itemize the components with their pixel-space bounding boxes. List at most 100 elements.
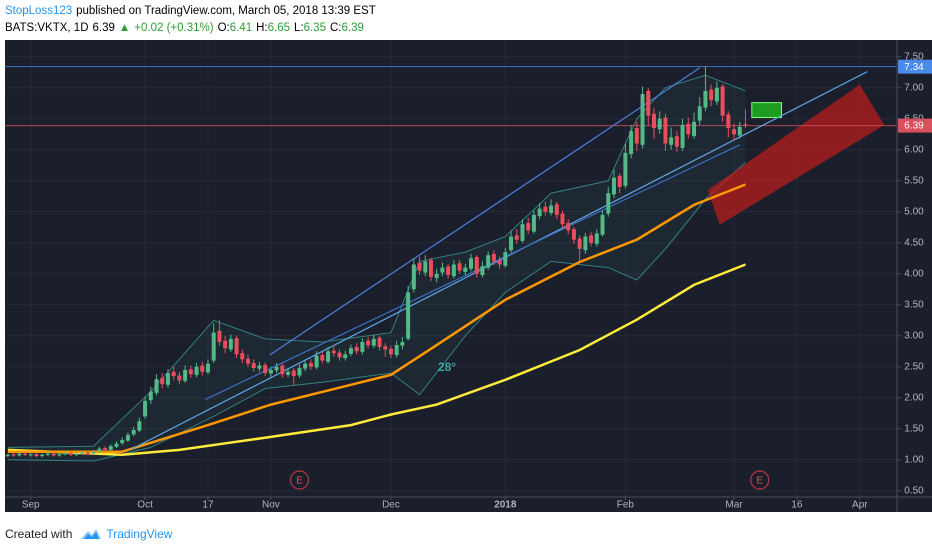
candle-body: [669, 137, 674, 145]
candle-body: [417, 262, 422, 271]
candle-body: [491, 253, 496, 262]
candle-body: [23, 453, 28, 455]
candle-body: [549, 205, 554, 214]
candle-body: [74, 453, 79, 455]
y-tick-label: 3.00: [904, 330, 924, 341]
x-tick-label: Nov: [262, 500, 280, 511]
candle-body: [57, 454, 62, 456]
candle-body: [629, 131, 634, 155]
y-tick-label: 4.00: [904, 268, 924, 279]
candle-body: [646, 90, 651, 116]
candle-body: [440, 267, 445, 273]
candle-body: [108, 446, 113, 450]
quote-item: O:: [217, 22, 230, 34]
candle-body: [160, 377, 165, 385]
footer: Created with TradingView: [5, 524, 172, 544]
candle-body: [137, 421, 142, 431]
candle-body: [240, 353, 245, 360]
event-label: E: [296, 476, 303, 487]
candle-body: [634, 128, 639, 144]
candle-body: [720, 86, 725, 116]
candle-body: [583, 236, 588, 251]
price-tag-label: 7.34: [904, 62, 924, 73]
candle-body: [360, 341, 365, 352]
candle-body: [531, 214, 536, 232]
candle-body: [697, 106, 702, 121]
band-upper: [7, 74, 746, 448]
y-tick-label: 0.50: [904, 485, 924, 496]
candle-body: [526, 222, 531, 231]
candle-body: [428, 260, 433, 277]
candle-body: [400, 341, 405, 346]
candle-body: [388, 348, 393, 355]
candle-body: [97, 448, 102, 452]
quote-item: L:: [294, 22, 304, 34]
candle-body: [732, 129, 737, 135]
candle-body: [114, 443, 119, 447]
quote-pair: C: 6.39: [330, 20, 364, 37]
candle-body: [17, 453, 22, 456]
header: StopLoss123 published on TradingView.com…: [5, 3, 376, 37]
candle-body: [737, 126, 742, 136]
candle-body: [268, 369, 273, 374]
candle-body: [503, 252, 508, 266]
candle-body: [571, 229, 576, 240]
quote-item: ▲: [118, 22, 131, 34]
x-tick-label: 17: [202, 500, 214, 511]
candle-body: [205, 363, 210, 373]
candle-body: [663, 117, 668, 144]
candle-body: [211, 332, 216, 361]
quote-item: H:: [256, 22, 268, 34]
event-label: E: [756, 476, 763, 487]
candle-body: [377, 337, 382, 347]
candle-body: [11, 454, 16, 456]
candle-body: [469, 258, 474, 269]
candle-body: [68, 452, 73, 455]
candle-body: [165, 372, 170, 385]
event-marker: [750, 470, 770, 490]
y-tick-label: 3.50: [904, 299, 924, 310]
candle-body: [537, 208, 542, 217]
trendline: [204, 144, 741, 401]
y-tick-label: 2.50: [904, 361, 924, 372]
candle-body: [154, 379, 159, 393]
x-tick-label: Sep: [22, 500, 40, 511]
candle-body: [251, 363, 256, 369]
band-fill: [7, 75, 746, 462]
candle-body: [131, 430, 136, 435]
candle-body: [423, 261, 428, 273]
axes: 0.50 1.00 1.50 2.00 2.50 3.00 3.50 4.00 4.50 5.00…: [22, 51, 932, 511]
candle-body: [246, 358, 251, 364]
candle-body: [674, 136, 679, 147]
candle-body: [589, 235, 594, 243]
y-tick-label: 4.50: [904, 237, 924, 248]
candle-body: [686, 123, 691, 135]
candle-body: [63, 452, 68, 455]
event-marker: [289, 470, 310, 490]
footer-text: Created with: [5, 527, 73, 541]
candle-body: [709, 89, 714, 101]
candle-body: [45, 453, 50, 455]
candle-body: [623, 152, 628, 186]
x-tick-label: Feb: [617, 500, 635, 511]
quote-item: C:: [329, 22, 342, 34]
candle-body: [457, 263, 462, 271]
x-tick-label: Mar: [725, 500, 743, 511]
candle-body: [411, 264, 416, 290]
x-tick-label: Oct: [137, 500, 153, 511]
quote-pair: L: 6.35: [294, 20, 326, 37]
header-line: StopLoss123 published on TradingView.com…: [5, 3, 376, 20]
quote-item: BATS:VKTX, 1D: [5, 22, 89, 34]
quote-item: 6.35: [303, 22, 326, 34]
x-tick-label: Dec: [382, 500, 400, 511]
candle-body: [509, 236, 514, 251]
annotation: 28°: [438, 360, 456, 374]
candle-body: [651, 113, 656, 129]
logo: [81, 529, 102, 539]
candle-body: [474, 257, 479, 274]
candle-body: [148, 391, 153, 401]
candle-body: [434, 273, 439, 279]
candle-body: [617, 175, 622, 187]
